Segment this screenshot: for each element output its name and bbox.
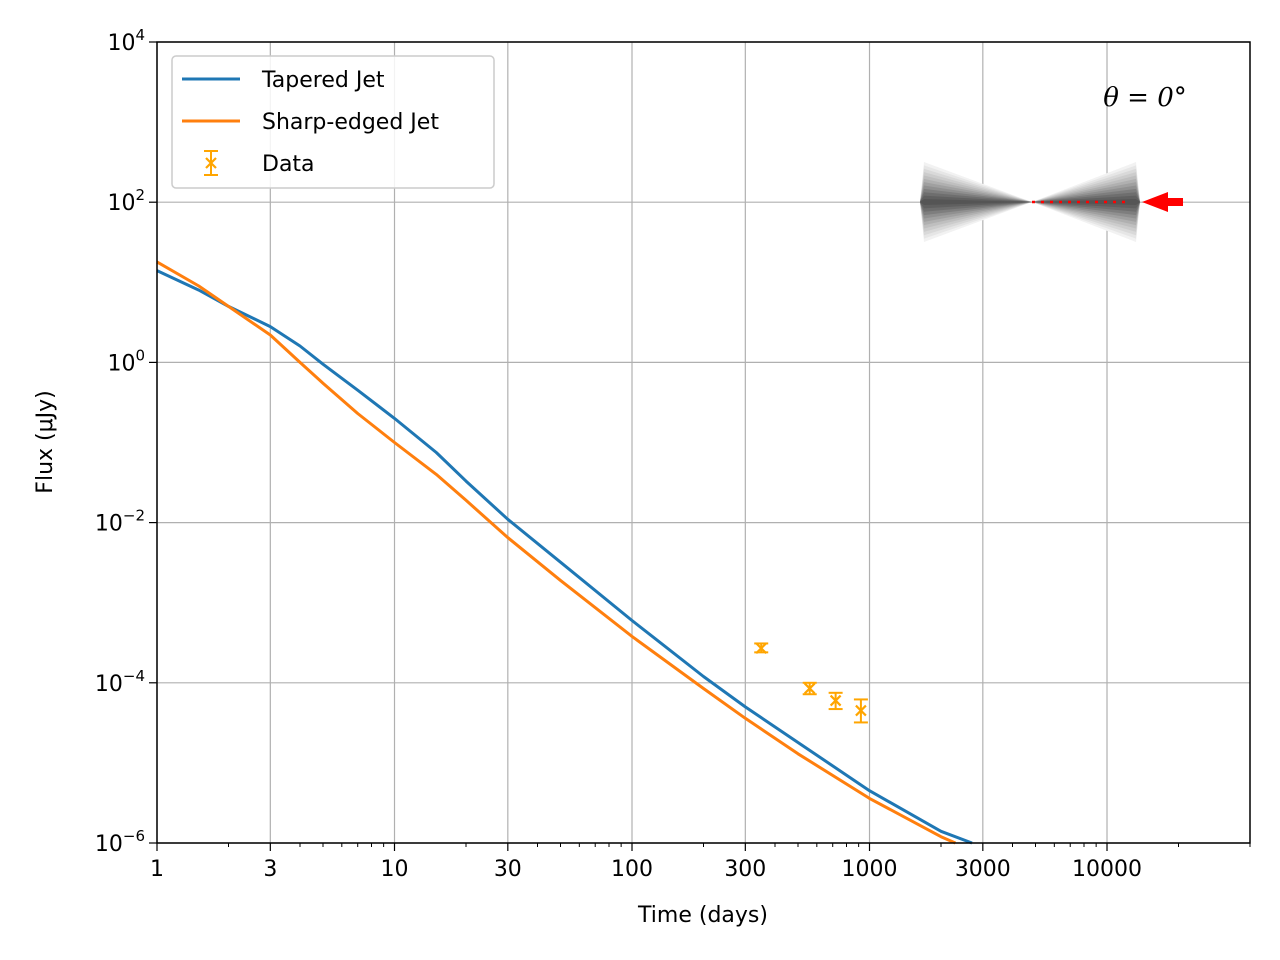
x-marker	[829, 694, 842, 707]
legend: Tapered Jet Sharp-edged Jet Data	[171, 55, 495, 189]
x-tick-label: 3	[263, 857, 277, 882]
legend-data-marker	[204, 150, 218, 176]
x-marker	[803, 682, 816, 695]
x-marker	[205, 157, 217, 169]
jet-viewing-angle-inset	[920, 162, 1183, 242]
y-axis-ticks: 10−6 10−4 10−2 100 102 104	[95, 26, 157, 857]
x-axis-label: Time (days)	[637, 903, 768, 928]
legend-box	[171, 55, 495, 189]
y-tick-label: 100	[107, 346, 145, 376]
y-tick-label: 10−4	[95, 667, 145, 697]
legend-swatch-data	[204, 150, 218, 176]
x-tick-label: 10	[381, 857, 409, 882]
x-tick-label: 300	[724, 857, 766, 882]
y-axis-label: Flux (μJy)	[33, 390, 58, 493]
y-tick-label: 10−2	[95, 507, 145, 537]
x-tick-label: 1000	[842, 857, 898, 882]
x-tick-label: 100	[611, 857, 653, 882]
x-tick-label: 10000	[1072, 857, 1142, 882]
viewing-angle-annotation: θ = 0°	[1103, 83, 1187, 113]
y-tick-label: 104	[107, 26, 145, 56]
x-tick-label: 1	[150, 857, 164, 882]
data-point	[828, 691, 843, 711]
x-axis-ticks: 1 3 10 30 100 300 1000 3000 10000	[150, 843, 1251, 882]
x-tick-label: 3000	[955, 857, 1011, 882]
x-marker	[855, 704, 867, 717]
model-curves	[156, 260, 973, 845]
jet-cone-left	[920, 199, 1032, 205]
data-points	[754, 642, 868, 724]
x-marker	[755, 642, 767, 655]
observer-arrow	[1142, 192, 1183, 212]
series-line-tapered-jet	[156, 269, 973, 845]
x-tick-label: 30	[494, 857, 522, 882]
legend-label-tapered-jet: Tapered Jet	[261, 68, 385, 93]
series-line-sharp-edged-jet	[156, 260, 957, 845]
legend-label-data: Data	[262, 152, 315, 177]
legend-label-sharp-edged-jet: Sharp-edged Jet	[262, 110, 439, 135]
y-tick-label: 10−6	[95, 827, 145, 857]
y-tick-label: 102	[107, 186, 145, 216]
data-point	[802, 681, 817, 696]
data-point	[853, 698, 868, 724]
data-point	[754, 642, 769, 655]
